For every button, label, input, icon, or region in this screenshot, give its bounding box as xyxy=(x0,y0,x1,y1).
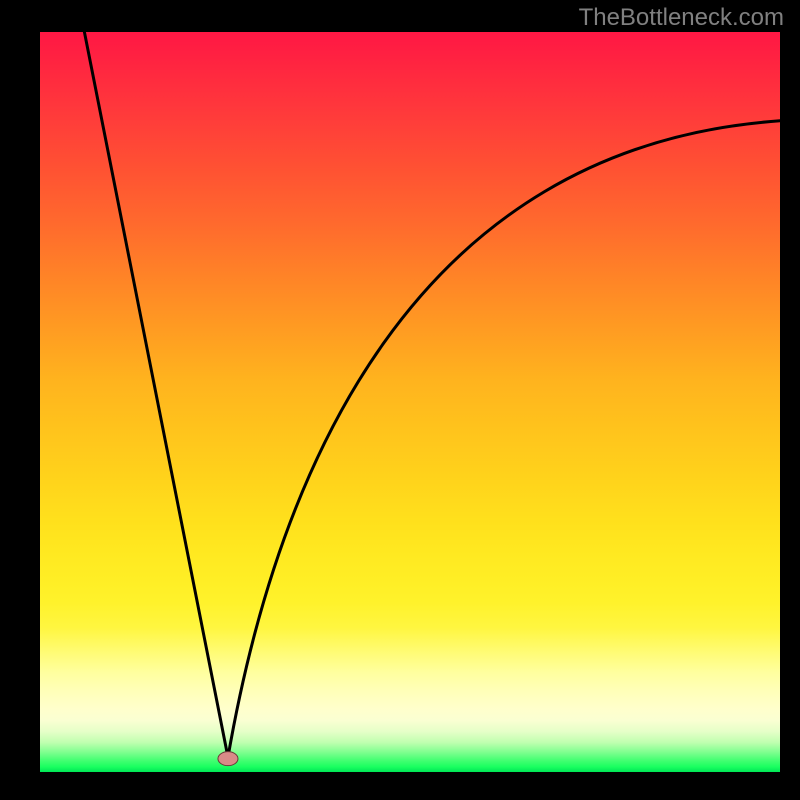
chart-frame: TheBottleneck.com xyxy=(0,0,800,800)
chart-svg xyxy=(40,32,780,772)
chart-background xyxy=(40,32,780,772)
optimal-marker xyxy=(218,752,238,766)
plot-area xyxy=(40,32,780,772)
watermark-text: TheBottleneck.com xyxy=(579,4,784,32)
